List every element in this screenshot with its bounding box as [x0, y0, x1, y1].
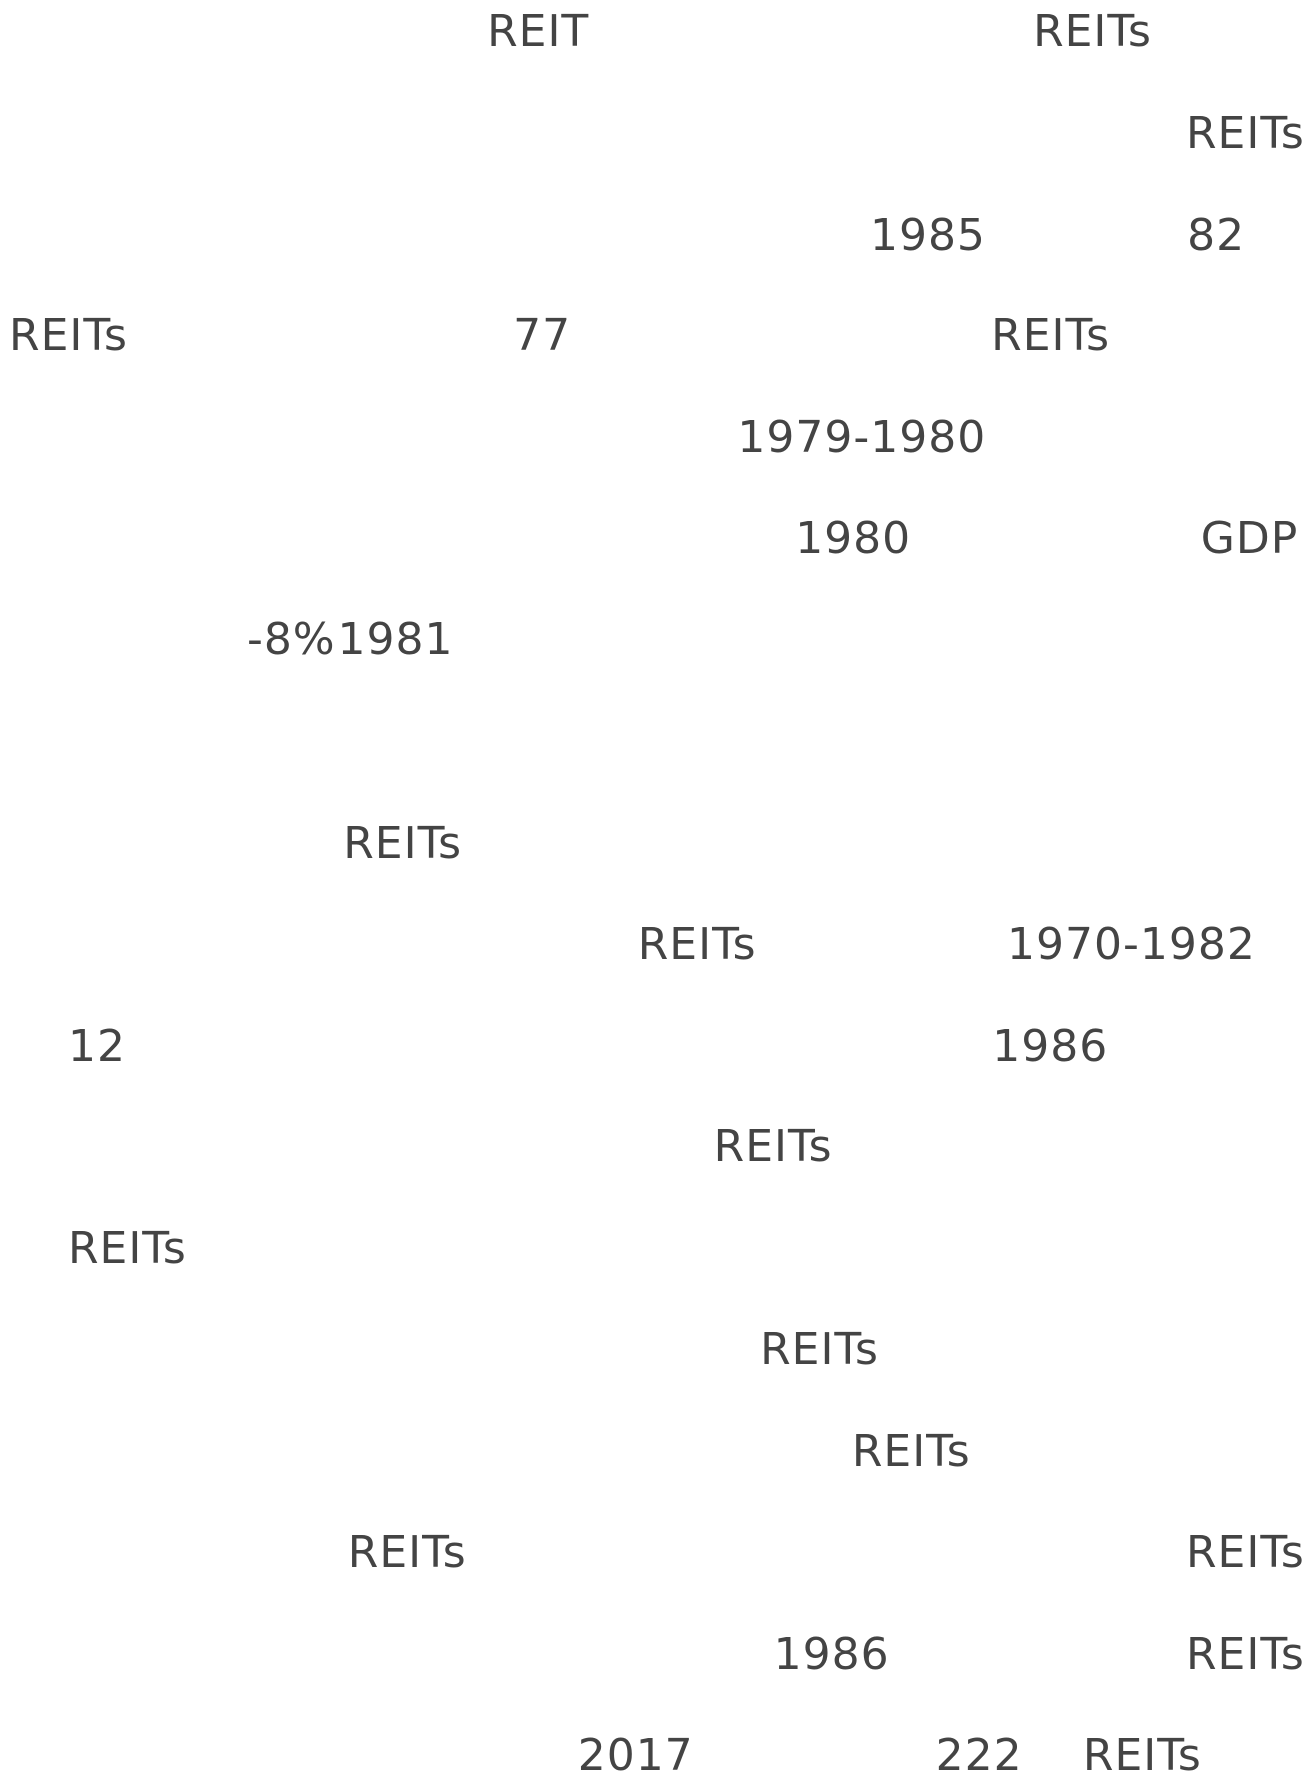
text-fragment: REITs [991, 310, 1111, 362]
text-fragment: -8% [246, 614, 336, 665]
text-fragment: GDP [1200, 513, 1299, 565]
text-fragment: REITs [343, 817, 463, 869]
text-fragment: 1986 [773, 1628, 890, 1680]
text-fragment: REITs [713, 1121, 833, 1173]
text-fragment: 12 [67, 1020, 126, 1072]
text-fragment: 1970-1982 [1007, 918, 1256, 970]
text-fragment: REITs [1185, 1527, 1305, 1578]
text-fragment: 1979-1980 [737, 412, 987, 464]
text-fragment: 82 [1187, 209, 1246, 261]
text-fragment: 1980 [795, 513, 912, 565]
text-fragment: 77 [513, 310, 572, 362]
text-fragment: REIT [487, 5, 590, 57]
text-fragment: 1981 [337, 614, 454, 665]
text-fragment: REITs [1185, 1628, 1305, 1680]
text-fragment: REITs [67, 1223, 187, 1275]
text-fragment: 1985 [869, 209, 986, 261]
text-fragment: REITs [760, 1324, 879, 1376]
text-fragment: REITs [851, 1426, 971, 1478]
text-fragment: 2017 [577, 1729, 694, 1781]
text-fragment: REITs [1082, 1729, 1202, 1781]
text-fragment: REITs [637, 918, 757, 970]
text-fragment: 1986 [992, 1020, 1109, 1072]
text-fragment: REITs [9, 310, 128, 362]
text-fragment: 222 [935, 1729, 1023, 1781]
text-fragment: REITs [347, 1527, 467, 1578]
text-fragment: REITs [1033, 5, 1152, 57]
text-fragment: REITs [1185, 107, 1305, 159]
